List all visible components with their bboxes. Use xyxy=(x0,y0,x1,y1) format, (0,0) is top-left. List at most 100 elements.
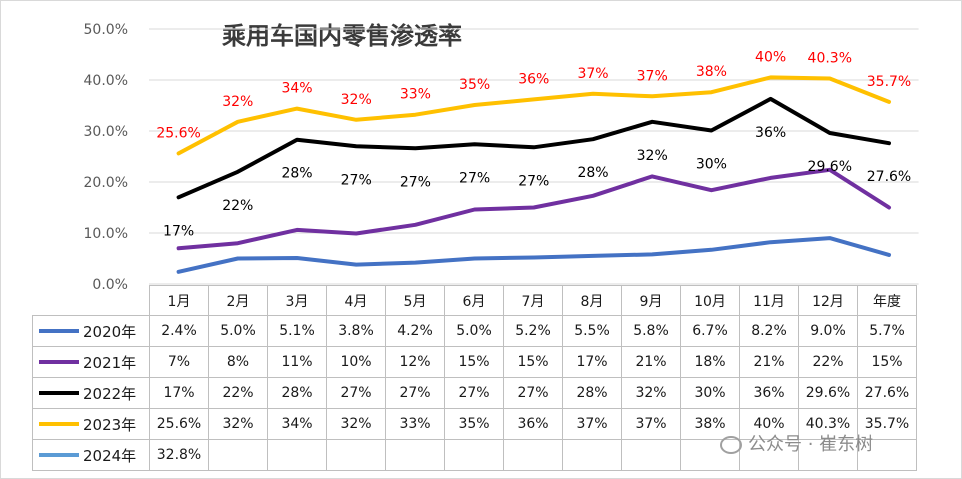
data-label-2023: 35.7% xyxy=(867,74,911,90)
data-label-2022: 17% xyxy=(163,223,194,239)
table-cell: 18% xyxy=(680,346,740,378)
table-cell: 21% xyxy=(739,346,799,378)
table-cell: 3.8% xyxy=(326,315,386,347)
data-label-2022: 27% xyxy=(400,174,431,190)
table-cell: 30% xyxy=(680,377,740,409)
data-label-2022: 27.6% xyxy=(867,169,911,185)
legend-entry: 2021年 xyxy=(32,346,150,378)
legend-label: 2022年 xyxy=(83,384,137,403)
legend-swatch xyxy=(39,360,79,364)
table-header-cell: 年度 xyxy=(857,285,917,316)
table-cell: 27% xyxy=(385,377,445,409)
series-line-2022年 xyxy=(176,96,891,200)
legend-label: 2021年 xyxy=(83,353,137,372)
table-cell xyxy=(621,439,681,471)
table-header-cell: 4月 xyxy=(326,285,386,316)
table-cell: 5.5% xyxy=(562,315,622,347)
table-cell: 32% xyxy=(621,377,681,409)
table-cell: 8.2% xyxy=(739,315,799,347)
y-axis-ticks: 0.0%10.0%20.0%30.0%40.0%50.0% xyxy=(84,22,128,290)
legend-swatch xyxy=(39,391,79,395)
table-cell: 27% xyxy=(326,377,386,409)
legend-swatch xyxy=(39,453,79,457)
data-label-2023: 36% xyxy=(518,71,549,87)
table-header-cell: 10月 xyxy=(680,285,740,316)
table-cell: 6.7% xyxy=(680,315,740,347)
data-label-2022: 27% xyxy=(518,173,549,189)
table-cell: 15% xyxy=(444,346,504,378)
table-header-cell: 7月 xyxy=(503,285,563,316)
data-label-2023: 34% xyxy=(281,81,312,97)
y-tick-label: 20.0% xyxy=(84,175,128,191)
series-line-2021年 xyxy=(176,167,891,251)
table-cell xyxy=(326,439,386,471)
table-cell xyxy=(798,439,858,471)
table-cell: 22% xyxy=(208,377,268,409)
legend-entry: 2024年 xyxy=(32,439,150,471)
data-label-2023: 38% xyxy=(696,64,727,80)
table-cell: 36% xyxy=(503,408,563,440)
table-cell xyxy=(385,439,445,471)
legend-entry: 2022年 xyxy=(32,377,150,409)
table-cell: 5.0% xyxy=(208,315,268,347)
table-header-cell: 8月 xyxy=(562,285,622,316)
table-cell: 5.2% xyxy=(503,315,563,347)
data-label-2023: 37% xyxy=(637,68,668,84)
table-cell: 28% xyxy=(267,377,327,409)
table-cell: 5.1% xyxy=(267,315,327,347)
data-label-2022: 28% xyxy=(577,165,608,181)
table-cell: 29.6% xyxy=(798,377,858,409)
table-cell: 36% xyxy=(739,377,799,409)
data-label-2023: 25.6% xyxy=(156,125,200,141)
data-label-2022: 29.6% xyxy=(808,159,852,175)
table-cell xyxy=(208,439,268,471)
data-label-2022: 27% xyxy=(459,170,490,186)
legend-label: 2024年 xyxy=(83,446,137,465)
data-label-2022: 22% xyxy=(222,198,253,214)
table-cell: 5.7% xyxy=(857,315,917,347)
table-header-cell: 5月 xyxy=(385,285,445,316)
data-label-2023: 40.3% xyxy=(808,50,852,66)
chart-title: 乘用车国内零售渗透率 xyxy=(221,22,462,50)
table-cell: 40% xyxy=(739,408,799,440)
table-cell xyxy=(267,439,327,471)
data-label-2023: 40% xyxy=(755,49,786,65)
data-label-2023: 33% xyxy=(400,87,431,103)
table-cell: 37% xyxy=(562,408,622,440)
y-tick-label: 30.0% xyxy=(84,124,128,140)
y-tick-label: 10.0% xyxy=(84,226,128,242)
data-label-2023: 35% xyxy=(459,77,490,93)
legend-entry: 2023年 xyxy=(32,408,150,440)
data-label-2022: 30% xyxy=(696,156,727,172)
table-cell: 21% xyxy=(621,346,681,378)
table-header-cell: 6月 xyxy=(444,285,504,316)
table-cell xyxy=(857,439,917,471)
legend-swatch xyxy=(39,329,79,333)
y-tick-label: 40.0% xyxy=(84,73,128,89)
data-label-2022: 27% xyxy=(341,172,372,188)
table-cell: 5.8% xyxy=(621,315,681,347)
table-cell xyxy=(739,439,799,471)
table-cell: 35.7% xyxy=(857,408,917,440)
data-label-2022: 32% xyxy=(637,148,668,164)
table-cell: 22% xyxy=(798,346,858,378)
table-cell: 27% xyxy=(503,377,563,409)
line-chart: 乘用车国内零售渗透率 0.0%10.0%20.0%30.0%40.0%50.0%… xyxy=(84,22,919,290)
table-header-cell: 12月 xyxy=(798,285,858,316)
watermark-text: 公众号 · 崔东树 xyxy=(748,434,874,455)
data-label-2023: 37% xyxy=(577,66,608,82)
data-labels: 17% 22% 28% 27% 27% 27% 27% 28% 32% 30% 36% 29.6% 27… xyxy=(156,49,911,239)
table-cell: 32.8% xyxy=(149,439,209,471)
table-row: 2021年 7% 8% 11% 10% 12% 15% 15% 17% 21% 18% 21% 22% 1… xyxy=(32,346,917,378)
table-header-cell: 11月 xyxy=(739,285,799,316)
table-row: 2023年 25.6% 32% 34% 32% 33% 35% 36% 37% 37% 38% 40%… xyxy=(32,408,917,440)
legend-swatch xyxy=(39,422,79,426)
table-cell: 28% xyxy=(562,377,622,409)
data-label-2023: 32% xyxy=(341,92,372,108)
table-header-cell: 1月 xyxy=(149,285,209,316)
table-cell: 9.0% xyxy=(798,315,858,347)
series-lines xyxy=(176,75,891,274)
watermark: 公众号 · 崔东树 xyxy=(720,430,873,456)
table-cell: 11% xyxy=(267,346,327,378)
data-label-2022: 28% xyxy=(281,166,312,182)
